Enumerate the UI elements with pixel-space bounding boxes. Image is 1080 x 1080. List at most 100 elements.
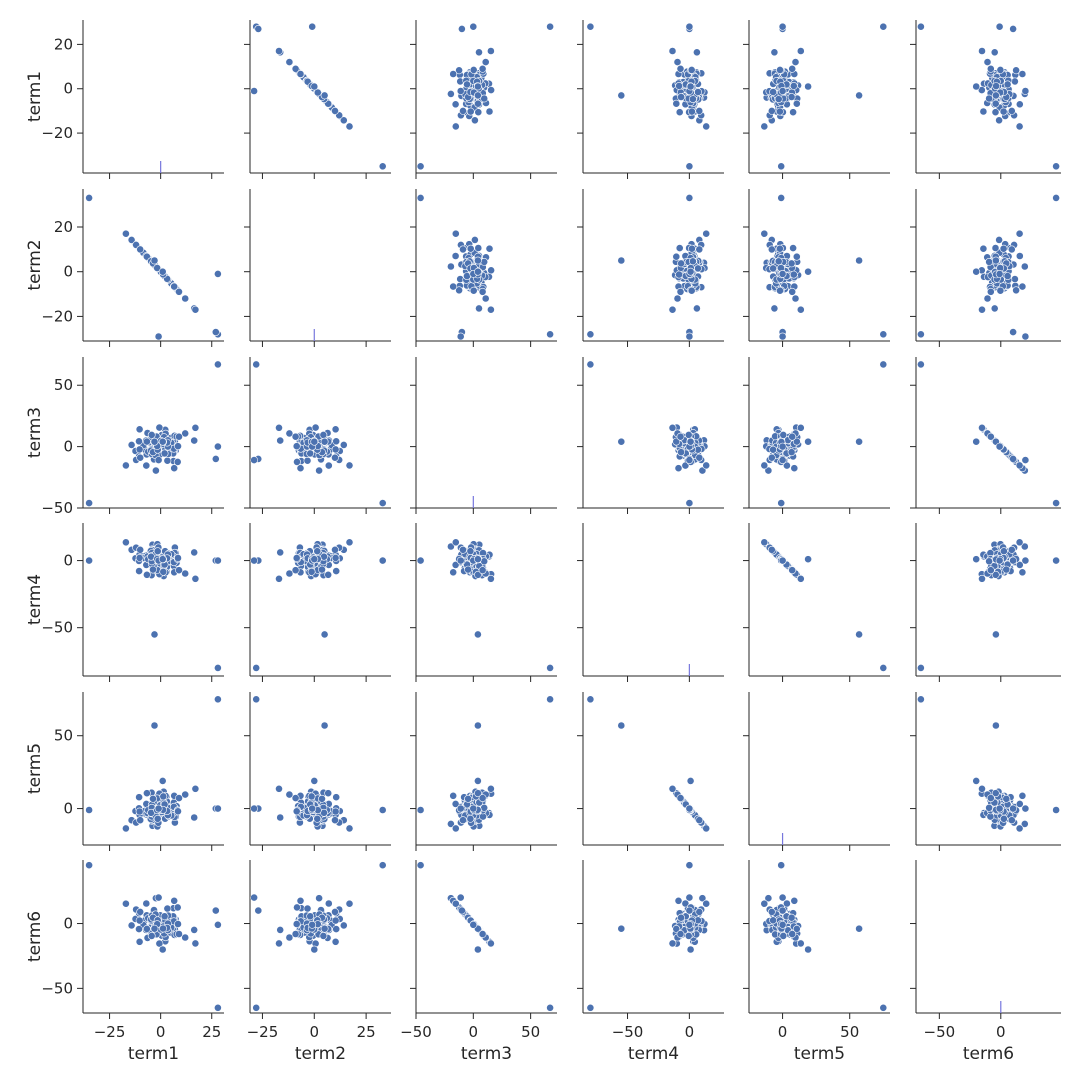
scatter-point [474,99,482,108]
scatter-point [480,94,489,103]
scatter-point [487,86,495,94]
scatter-point [170,464,179,473]
scatter-point [320,630,329,639]
panel-term6-vs-term6: −50 0 [910,860,1061,1041]
scatter-point [796,47,805,55]
scatter-point [879,330,888,339]
scatter-point [689,95,697,103]
scatter-point [331,937,340,946]
scatter-point [917,360,925,369]
scatter-point [685,456,694,464]
scatter-point [695,107,704,115]
scatter-point [456,332,465,341]
scatter-point [160,912,169,921]
scatter-point [159,567,168,576]
scatter-point [320,721,329,730]
scatter-point [313,547,322,556]
scatter-point [345,824,354,833]
scatter-point [191,423,200,432]
scatter-point [135,425,144,434]
scatter-point [306,912,315,921]
scatter-point [1021,332,1030,341]
scatter-point [142,437,151,446]
scatter-point [127,440,136,449]
scatter-point [684,932,693,940]
scatter-point [788,432,797,441]
panel-term3-vs-term5 [743,357,890,514]
scatter-point [446,90,455,98]
scatter-point [686,267,695,276]
scatter-point [855,924,863,933]
y-tick-label: −50 [41,979,73,997]
scatter-point [778,269,787,278]
scatter-point [285,58,294,66]
scatter-point [1018,282,1027,291]
scatter-point [776,286,784,295]
scatter-point [985,803,993,812]
scatter-point [296,464,305,473]
scatter-point [191,784,200,793]
scatter-point [191,939,200,948]
scatter-point [586,360,595,369]
scatter-point [668,305,677,314]
scatter-point [466,244,475,253]
scatter-point [254,24,263,33]
scatter-point [455,286,463,295]
scatter-point [310,437,319,446]
scatter-point [459,545,467,554]
scatter-point [617,924,626,933]
scatter-point [163,904,172,913]
scatter-point [1015,461,1024,470]
scatter-point [318,794,326,803]
scatter-point [1015,229,1024,238]
scatter-point [789,270,798,279]
scatter-point [313,814,322,823]
scatter-point [378,861,387,870]
scatter-point [879,22,888,31]
scatter-point [770,304,779,313]
scatter-point [672,252,681,261]
panel-term3-vs-term6 [910,357,1061,514]
scatter-point [154,804,163,813]
scatter-point [485,107,494,116]
scatter-point [675,82,683,90]
scatter-point [685,906,694,915]
scatter-point [331,908,339,916]
x-tick-label: 0 [996,1023,1006,1041]
scatter-point [456,893,465,902]
y-axis-label-term3: term3 [25,407,45,458]
scatter-point [790,896,799,905]
scatter-point [777,861,786,870]
scatter-point [702,122,711,131]
scatter-point [310,945,319,954]
scatter-point [250,87,258,95]
scatter-point [1052,556,1060,565]
scatter-point [175,930,183,938]
y-tick-label: 0 [63,800,73,818]
y-axis-label-term1: term1 [25,71,45,122]
scatter-point [275,47,283,55]
scatter-point [760,899,769,908]
scatter-point [211,328,220,336]
scatter-point [332,567,341,575]
panel-term5-vs-term5 [743,692,890,851]
scatter-point [1015,100,1024,109]
scatter-point [85,806,93,814]
scatter-point [331,107,339,115]
scatter-point [586,22,595,31]
scatter-point [1011,275,1019,283]
scatter-point [1052,499,1060,507]
scatter-point [804,945,812,954]
scatter-point [135,567,143,575]
scatter-point [686,437,695,446]
scatter-point [675,270,683,279]
scatter-point [796,423,805,432]
scatter-point [150,437,159,446]
scatter-point [136,908,145,916]
scatter-point [345,899,354,908]
scatter-point [1009,328,1017,336]
scatter-point [155,423,164,432]
scatter-point [250,804,258,813]
scatter-point [451,229,460,238]
